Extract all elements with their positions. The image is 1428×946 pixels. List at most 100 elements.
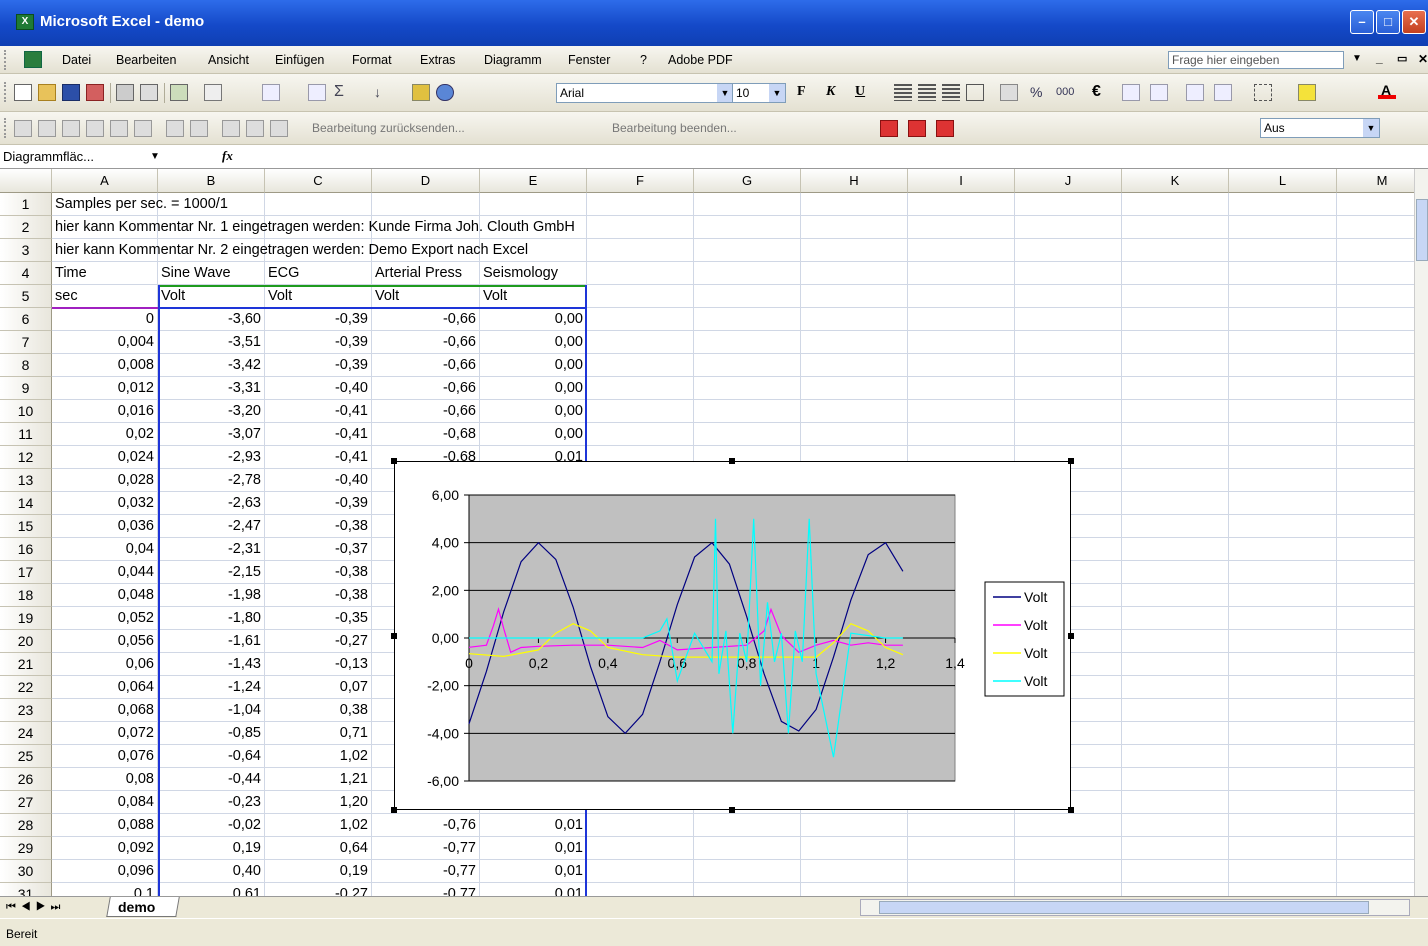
cell-A25[interactable]: 0,076 — [117, 748, 154, 764]
chart-resize-handle[interactable] — [1068, 807, 1074, 813]
pdf-icon[interactable] — [908, 120, 926, 137]
horizontal-scroll-thumb[interactable] — [879, 901, 1369, 914]
cell-B14[interactable]: -2,63 — [227, 495, 261, 511]
row-header-29[interactable]: 29 — [0, 837, 52, 860]
row-header-2[interactable]: 2 — [0, 216, 52, 239]
cell-B29[interactable]: 0,19 — [232, 840, 261, 856]
cell-E6[interactable]: 0,00 — [554, 311, 583, 327]
cell-B26[interactable]: -0,44 — [227, 771, 261, 787]
cell-C28[interactable]: 1,02 — [339, 817, 368, 833]
row-header-5[interactable]: 5 — [0, 285, 52, 308]
cell-C15[interactable]: -0,38 — [334, 518, 368, 534]
cell-B16[interactable]: -2,31 — [227, 541, 261, 557]
bold-button[interactable]: F — [797, 84, 806, 99]
percent-button[interactable]: % — [1030, 84, 1043, 100]
cell-A1[interactable]: Samples per sec. = 1000/1 — [55, 196, 228, 212]
vertical-scroll-thumb[interactable] — [1416, 199, 1428, 261]
menu-bearbeiten[interactable]: Bearbeiten — [116, 53, 177, 67]
cell-C13[interactable]: -0,40 — [334, 472, 368, 488]
doc-restore-icon[interactable]: ▭ — [1397, 53, 1408, 65]
paste-icon[interactable] — [204, 84, 222, 101]
row-header-12[interactable]: 12 — [0, 446, 52, 469]
cell-A17[interactable]: 0,044 — [117, 564, 154, 580]
cell-C27[interactable]: 1,20 — [339, 794, 368, 810]
chart-resize-handle[interactable] — [729, 458, 735, 464]
chart-resize-handle[interactable] — [391, 458, 397, 464]
cell-A4[interactable]: Time — [55, 265, 87, 281]
horizontal-scrollbar[interactable] — [860, 899, 1410, 916]
cell-C5[interactable]: Volt — [268, 288, 293, 304]
cell-D8[interactable]: -0,66 — [442, 357, 476, 373]
menu-format[interactable]: Format — [352, 53, 392, 67]
cell-A30[interactable]: 0,096 — [117, 863, 154, 879]
column-header-M[interactable]: M — [1337, 169, 1428, 193]
cell-C7[interactable]: -0,39 — [334, 334, 368, 350]
chart-resize-handle[interactable] — [391, 633, 397, 639]
cell-B18[interactable]: -1,98 — [227, 587, 261, 603]
open-icon[interactable] — [38, 84, 56, 101]
cell-A24[interactable]: 0,072 — [117, 725, 154, 741]
row-header-28[interactable]: 28 — [0, 814, 52, 837]
pdf-icon[interactable] — [880, 120, 898, 137]
cell-E28[interactable]: 0,01 — [554, 817, 583, 833]
font-color-icon[interactable]: A — [1378, 82, 1396, 99]
cell-D11[interactable]: -0,68 — [442, 426, 476, 442]
cell-E7[interactable]: 0,00 — [554, 334, 583, 350]
cell-C6[interactable]: -0,39 — [334, 311, 368, 327]
menu-fenster[interactable]: Fenster — [568, 53, 611, 67]
cell-A10[interactable]: 0,016 — [117, 403, 154, 419]
row-header-25[interactable]: 25 — [0, 745, 52, 768]
column-header-E[interactable]: E — [480, 169, 587, 193]
row-header-23[interactable]: 23 — [0, 699, 52, 722]
toolbar-grip[interactable] — [4, 82, 8, 102]
menu-adobe-pdf[interactable]: Adobe PDF — [668, 53, 733, 67]
cell-E10[interactable]: 0,00 — [554, 403, 583, 419]
cell-C9[interactable]: -0,40 — [334, 380, 368, 396]
vertical-scrollbar[interactable] — [1414, 169, 1428, 896]
cell-A15[interactable]: 0,036 — [117, 518, 154, 534]
row-header-10[interactable]: 10 — [0, 400, 52, 423]
cell-B6[interactable]: -3,60 — [227, 311, 261, 327]
cell-A20[interactable]: 0,056 — [117, 633, 154, 649]
track-changes-icon[interactable] — [190, 120, 208, 137]
column-header-B[interactable]: B — [158, 169, 265, 193]
row-header-27[interactable]: 27 — [0, 791, 52, 814]
cell-B12[interactable]: -2,93 — [227, 449, 261, 465]
underline-button[interactable]: U — [855, 84, 866, 99]
cell-A18[interactable]: 0,048 — [117, 587, 154, 603]
cell-B31[interactable]: 0,61 — [232, 886, 261, 896]
row-header-13[interactable]: 13 — [0, 469, 52, 492]
cell-C17[interactable]: -0,38 — [334, 564, 368, 580]
row-header-31[interactable]: 31 — [0, 883, 52, 896]
cell-A5[interactable]: sec — [55, 288, 78, 304]
cell-B25[interactable]: -0,64 — [227, 748, 261, 764]
cell-A14[interactable]: 0,032 — [117, 495, 154, 511]
column-header-J[interactable]: J — [1015, 169, 1122, 193]
align-left-icon[interactable] — [894, 84, 912, 101]
font-size-select[interactable]: 10 ▼ — [732, 83, 786, 103]
cell-A26[interactable]: 0,08 — [125, 771, 154, 787]
cell-E29[interactable]: 0,01 — [554, 840, 583, 856]
row-header-3[interactable]: 3 — [0, 239, 52, 262]
currency-icon[interactable] — [1000, 84, 1018, 101]
comment-icon[interactable] — [134, 120, 152, 137]
cell-C8[interactable]: -0,39 — [334, 357, 368, 373]
cell-A13[interactable]: 0,028 — [117, 472, 154, 488]
row-header-6[interactable]: 6 — [0, 308, 52, 331]
cell-B23[interactable]: -1,04 — [227, 702, 261, 718]
cell-A7[interactable]: 0,004 — [117, 334, 154, 350]
comment-icon[interactable] — [110, 120, 128, 137]
end-review-button[interactable]: Bearbeitung beenden... — [612, 121, 737, 135]
cell-E4[interactable]: Seismology — [483, 265, 558, 281]
align-center-icon[interactable] — [918, 84, 936, 101]
cell-A2[interactable]: hier kann Kommentar Nr. 1 eingetragen we… — [55, 219, 575, 235]
cell-D28[interactable]: -0,76 — [442, 817, 476, 833]
cell-A22[interactable]: 0,064 — [117, 679, 154, 695]
cell-B4[interactable]: Sine Wave — [161, 265, 231, 281]
pdf-icon[interactable] — [936, 120, 954, 137]
chevron-down-icon[interactable]: ▼ — [1363, 119, 1379, 137]
chevron-down-icon[interactable]: ▼ — [150, 151, 160, 162]
decrease-indent-icon[interactable] — [1186, 84, 1204, 101]
chart-resize-handle[interactable] — [1068, 458, 1074, 464]
menu-datei[interactable]: Datei — [62, 53, 92, 67]
